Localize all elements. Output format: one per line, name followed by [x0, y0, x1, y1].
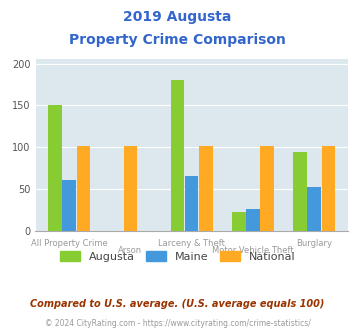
Bar: [322, 147, 335, 231]
Text: All Property Crime: All Property Crime: [31, 239, 108, 248]
Bar: [62, 180, 76, 231]
Bar: [307, 187, 321, 231]
Bar: [232, 212, 246, 231]
Legend: Augusta, Maine, National: Augusta, Maine, National: [55, 247, 300, 267]
Bar: [293, 152, 307, 231]
Text: Compared to U.S. average. (U.S. average equals 100): Compared to U.S. average. (U.S. average …: [30, 299, 325, 309]
Bar: [48, 106, 62, 231]
Text: Arson: Arson: [118, 246, 142, 255]
Bar: [171, 80, 184, 231]
Text: Property Crime Comparison: Property Crime Comparison: [69, 33, 286, 47]
Bar: [185, 176, 198, 231]
Text: Motor Vehicle Theft: Motor Vehicle Theft: [212, 246, 294, 255]
Bar: [246, 209, 260, 231]
Text: Burglary: Burglary: [296, 239, 332, 248]
Bar: [199, 147, 213, 231]
Bar: [77, 147, 90, 231]
Bar: [124, 147, 137, 231]
Text: Larceny & Theft: Larceny & Theft: [158, 239, 225, 248]
Text: © 2024 CityRating.com - https://www.cityrating.com/crime-statistics/: © 2024 CityRating.com - https://www.city…: [45, 319, 310, 328]
Bar: [260, 147, 274, 231]
Text: 2019 Augusta: 2019 Augusta: [123, 10, 232, 24]
